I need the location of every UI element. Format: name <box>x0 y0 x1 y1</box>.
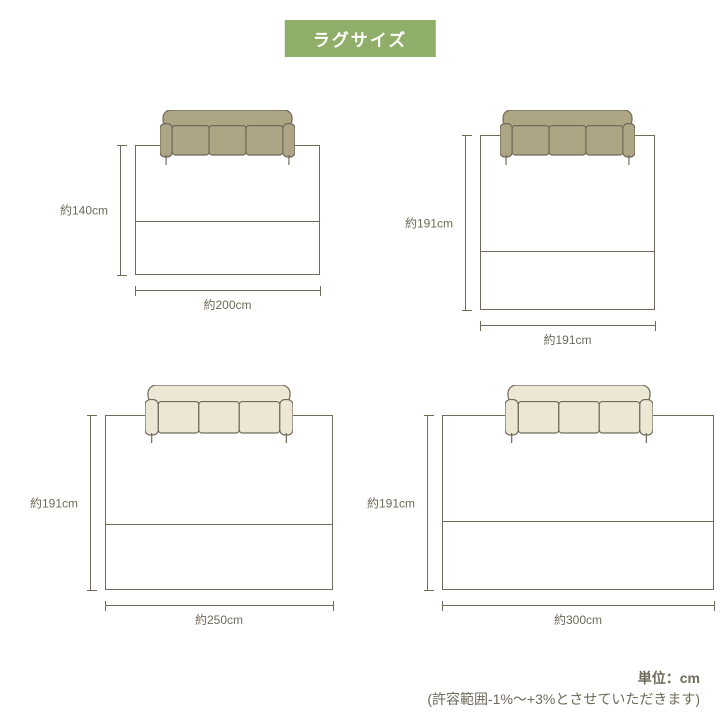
rug-panel: 約191cm 約191cm <box>380 90 720 350</box>
unit-label: 単位：cm <box>427 668 700 689</box>
sofa-icon <box>145 385 293 443</box>
footer-note: 単位：cm (許容範囲-1%〜+3%とさせていただきます) <box>427 668 700 710</box>
rug-panel: 約191cm約300cm <box>380 370 720 630</box>
tolerance-label: (許容範囲-1%〜+3%とさせていただきます) <box>427 689 700 710</box>
width-label: 約200cm <box>203 296 251 313</box>
page-title: ラグサイズ <box>285 20 436 57</box>
height-label: 約140cm <box>60 202 108 219</box>
rug-panel: 約191cm 約250cm <box>30 370 370 630</box>
sofa-icon <box>160 110 295 165</box>
width-label: 約191cm <box>543 331 591 348</box>
width-label: 約250cm <box>195 611 243 628</box>
sofa-icon <box>500 110 635 165</box>
height-label: 約191cm <box>367 494 415 511</box>
rug-panel: 約140cm 約200cm <box>30 90 370 350</box>
width-label: 約300cm <box>554 611 602 628</box>
height-label: 約191cm <box>405 214 453 231</box>
height-label: 約191cm <box>30 494 78 511</box>
diagram-grid: 約140cm約200cm約191cm約191cm約191cm約250cm約191… <box>0 80 720 640</box>
sofa-icon <box>505 385 653 443</box>
